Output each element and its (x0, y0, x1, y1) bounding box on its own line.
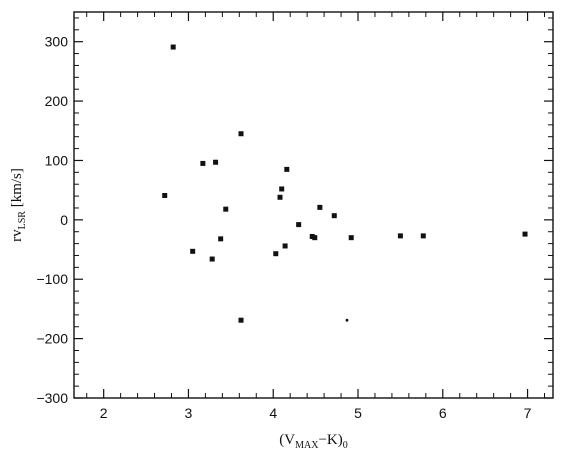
y-tick-label: 0 (60, 212, 68, 228)
x-tick-label: 7 (524, 405, 532, 421)
y-tick-label: 300 (45, 34, 69, 50)
data-point (200, 160, 206, 166)
data-point (348, 235, 354, 241)
data-point (522, 231, 528, 237)
data-point (331, 213, 337, 219)
data-point (312, 235, 318, 241)
x-tick-label: 6 (439, 405, 447, 421)
data-point (273, 251, 279, 257)
points-layer (162, 44, 528, 323)
data-point (309, 233, 315, 239)
x-tick-label: 4 (269, 405, 277, 421)
x-axis-label: (VMAX−K)0 (279, 432, 347, 451)
data-point (296, 222, 302, 228)
data-point (170, 44, 176, 50)
y-axis-label: rvLSR [km/s] (9, 168, 28, 242)
data-point (162, 192, 168, 198)
data-point (279, 186, 285, 192)
data-point (190, 248, 196, 254)
ticks-layer: 2 3 4 5 6 7 −300 −200 −100 0 100 200 300 (36, 12, 553, 421)
data-point (209, 256, 215, 262)
data-point (218, 236, 224, 242)
data-point (223, 206, 229, 212)
x-tick-label: 5 (354, 405, 362, 421)
y-tick-label: −100 (36, 271, 68, 287)
data-point (345, 318, 349, 322)
x-tick-label: 2 (100, 405, 108, 421)
x-tick-label: 3 (185, 405, 193, 421)
data-point (238, 131, 244, 137)
labels-layer: (VMAX−K)0 rvLSR [km/s] (9, 168, 348, 451)
data-point (397, 233, 403, 239)
data-point (282, 243, 288, 249)
data-point (238, 317, 244, 323)
y-tick-label: 200 (45, 93, 69, 109)
y-tick-label: 100 (45, 152, 69, 168)
data-point (277, 194, 283, 200)
data-point (317, 204, 323, 210)
data-point (284, 166, 290, 172)
data-point (213, 159, 219, 165)
y-tick-label: −300 (36, 390, 68, 406)
y-tick-label: −200 (36, 331, 68, 347)
data-point (420, 233, 426, 239)
plot-frame (73, 11, 554, 399)
